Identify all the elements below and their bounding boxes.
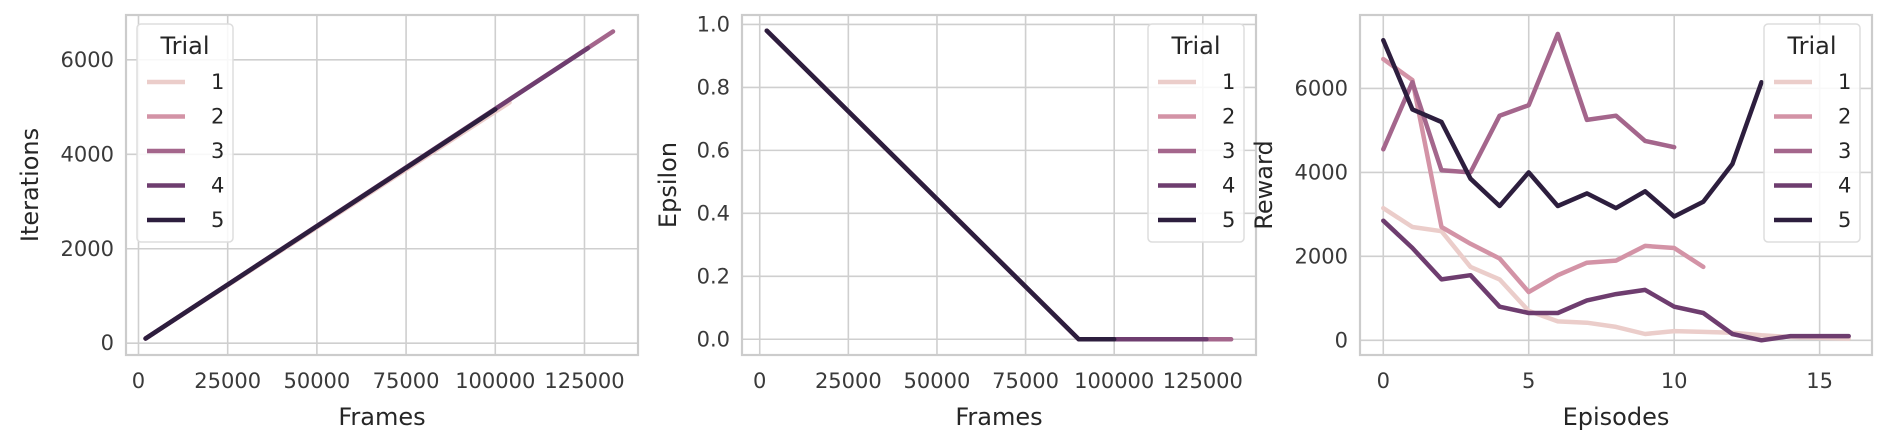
x-tick-label: 25000 xyxy=(815,369,882,393)
y-tick-label: 2000 xyxy=(1295,244,1348,268)
x-tick-label: 10 xyxy=(1661,369,1688,393)
legend-label: 4 xyxy=(1222,174,1235,198)
y-axis-label: Reward xyxy=(1250,140,1278,229)
legend-title: Trial xyxy=(159,32,209,60)
series-line-trial-4 xyxy=(764,28,1209,342)
series-line-trial-1 xyxy=(1381,205,1851,341)
series-line-trial-5 xyxy=(764,28,1117,342)
x-tick-label: 25000 xyxy=(194,369,261,393)
epsilon-panel: 0 25000 50000 75000 100000 125000 0.0 0.2 0.4 0.6… xyxy=(654,12,1258,431)
legend-label: 3 xyxy=(211,139,224,163)
legend-label: 5 xyxy=(1838,208,1851,232)
plot-frame xyxy=(740,13,1258,357)
legend-title: Trial xyxy=(1786,32,1836,60)
x-tick-label: 100000 xyxy=(455,369,535,393)
y-tick-label: 0.2 xyxy=(697,264,730,288)
x-tick-label: 5 xyxy=(1522,369,1535,393)
legend-item-trial-1: 1 xyxy=(1158,70,1235,94)
y-tick-label: 4000 xyxy=(61,142,114,166)
plot-frame xyxy=(1358,13,1874,357)
x-axis-label: Frames xyxy=(338,403,425,431)
x-axis-label: Frames xyxy=(955,403,1042,431)
legend-item-trial-3: 3 xyxy=(147,139,224,163)
y-tick-label: 1.0 xyxy=(697,12,730,36)
x-tick-label: 125000 xyxy=(1163,369,1243,393)
legend-item-trial-2: 2 xyxy=(1774,105,1851,129)
y-tick-label: 2000 xyxy=(61,237,114,261)
legend-item-trial-4: 4 xyxy=(1158,174,1235,198)
legend-item-trial-1: 1 xyxy=(1774,70,1851,94)
legend-item-trial-4: 4 xyxy=(1774,174,1851,198)
x-tick-label: 75000 xyxy=(373,369,440,393)
series-line-trial-5 xyxy=(143,107,498,341)
x-tick-label: 50000 xyxy=(904,369,971,393)
series-line-trial-5 xyxy=(1381,37,1764,219)
legend-item-trial-3: 3 xyxy=(1158,139,1235,163)
series-line-trial-3 xyxy=(1381,31,1677,175)
y-tick-label: 0.0 xyxy=(697,327,730,351)
y-tick-label: 0.8 xyxy=(697,75,730,99)
x-axis-label: Episodes xyxy=(1563,403,1670,431)
legend-label: 4 xyxy=(1838,174,1851,198)
legend-label: 2 xyxy=(1838,105,1851,129)
legend-label: 1 xyxy=(211,70,224,94)
y-tick-label: 0.4 xyxy=(697,201,730,225)
legend-label: 2 xyxy=(1222,105,1235,129)
x-tick-label: 15 xyxy=(1806,369,1833,393)
series-line-trial-2 xyxy=(1381,56,1706,295)
y-axis-label: Epsilon xyxy=(654,142,682,228)
x-tick-label: 75000 xyxy=(992,369,1059,393)
y-tick-label: 4000 xyxy=(1295,160,1348,184)
legend-label: 1 xyxy=(1838,70,1851,94)
legend-label: 1 xyxy=(1222,70,1235,94)
legend-label: 5 xyxy=(1222,208,1235,232)
x-tick-label: 0 xyxy=(1377,369,1390,393)
legend-label: 4 xyxy=(211,174,224,198)
y-tick-label: 6000 xyxy=(1295,76,1348,100)
legend-item-trial-1: 1 xyxy=(147,70,224,94)
iterations-panel: 0 25000 50000 75000 100000 125000 0 2000 4000 600… xyxy=(16,13,640,431)
x-tick-label: 0 xyxy=(132,369,145,393)
legend-label: 3 xyxy=(1222,139,1235,163)
x-tick-label: 125000 xyxy=(544,369,624,393)
y-axis-label: Iterations xyxy=(16,128,44,242)
y-tick-label: 0.6 xyxy=(697,138,730,162)
x-tick-label: 50000 xyxy=(283,369,350,393)
y-tick-label: 6000 xyxy=(61,48,114,72)
x-tick-label: 100000 xyxy=(1074,369,1154,393)
legend-item-trial-2: 2 xyxy=(147,105,224,129)
legend-item-trial-5: 5 xyxy=(1774,208,1851,232)
y-tick-label: 0 xyxy=(101,331,114,355)
legend-label: 3 xyxy=(1838,139,1851,163)
legend-item-trial-5: 5 xyxy=(147,208,224,232)
legend-title: Trial xyxy=(1170,32,1220,60)
legend-item-trial-2: 2 xyxy=(1158,105,1235,129)
legend-item-trial-3: 3 xyxy=(1774,139,1851,163)
series-line-trial-4 xyxy=(1381,218,1851,343)
y-tick-label: 0 xyxy=(1335,328,1348,352)
legend-item-trial-5: 5 xyxy=(1158,208,1235,232)
x-tick-label: 0 xyxy=(753,369,766,393)
legend-item-trial-4: 4 xyxy=(147,174,224,198)
legend-label: 5 xyxy=(211,208,224,232)
plot-frame xyxy=(124,13,640,357)
series-line-trial-1 xyxy=(764,28,1131,342)
legend-label: 2 xyxy=(211,105,224,129)
